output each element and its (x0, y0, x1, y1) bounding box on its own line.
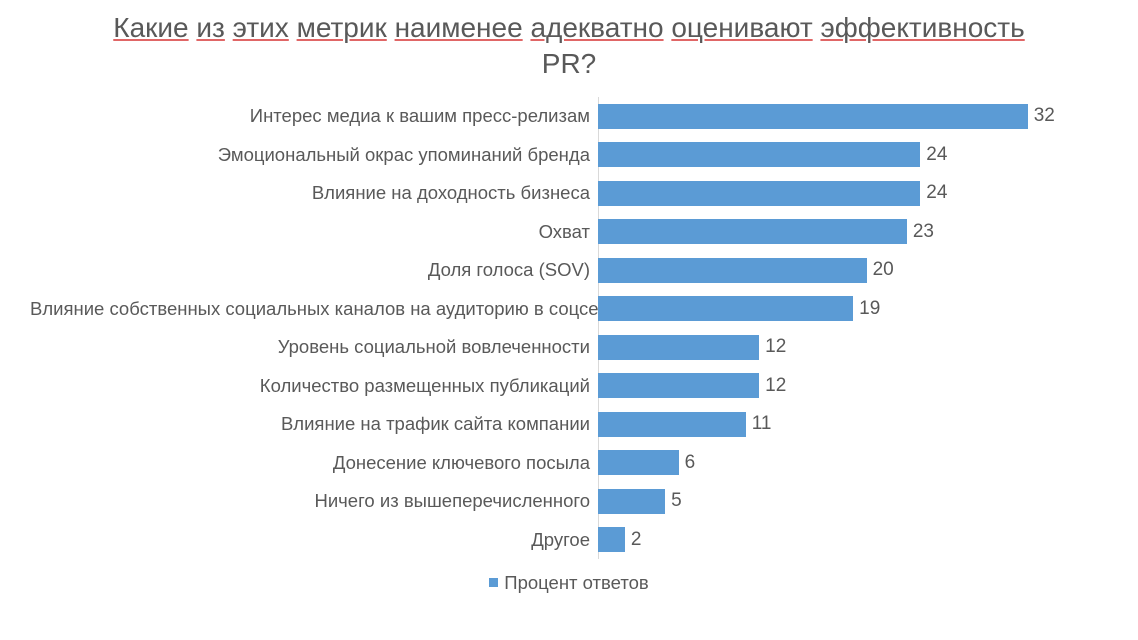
category-label: Влияние на доходность бизнеса (30, 182, 598, 204)
value-label: 19 (859, 298, 880, 320)
bar-zone: 20 (598, 251, 1108, 290)
category-label: Влияние собственных социальных каналов н… (30, 298, 598, 320)
value-label: 24 (926, 144, 947, 166)
chart-container: Какие из этих метрик наименее адекватно … (0, 0, 1138, 640)
bar-row: Уровень социальной вовлеченности 12 (30, 328, 1108, 367)
category-label: Интерес медиа к вашим пресс-релизам (30, 105, 598, 127)
bar-row: Донесение ключевого посыла 6 (30, 443, 1108, 482)
bar-zone: 11 (598, 405, 1108, 444)
bar-zone: 24 (598, 135, 1108, 174)
bar (598, 219, 907, 244)
category-label: Охват (30, 221, 598, 243)
bars-container: Интерес медиа к вашим пресс-релизам 32 Эмо… (30, 97, 1108, 559)
value-label: 24 (926, 182, 947, 204)
bar-row: Влияние собственных социальных каналов н… (30, 289, 1108, 328)
bar-row: Другое 2 (30, 520, 1108, 559)
bar (598, 258, 867, 283)
bar-row: Эмоциональный окрас упоминаний бренда 24 (30, 135, 1108, 174)
bar-zone: 6 (598, 443, 1108, 482)
bar (598, 373, 759, 398)
bar-zone: 24 (598, 174, 1108, 213)
bar-row: Охват 23 (30, 212, 1108, 251)
bar (598, 527, 625, 552)
bar (598, 450, 679, 475)
category-label: Ничего из вышеперечисленного (30, 490, 598, 512)
value-label: 23 (913, 221, 934, 243)
bar-zone: 12 (598, 328, 1108, 367)
bar-zone: 2 (598, 520, 1108, 559)
bar-row: Интерес медиа к вашим пресс-релизам 32 (30, 97, 1108, 136)
category-label: Донесение ключевого посыла (30, 452, 598, 474)
bar-zone: 12 (598, 366, 1108, 405)
bar-row: Количество размещенных публикаций 12 (30, 366, 1108, 405)
bar-zone: 19 (598, 289, 1108, 328)
value-label: 11 (752, 413, 772, 435)
bar-row: Влияние на доходность бизнеса 24 (30, 174, 1108, 213)
bar (598, 296, 853, 321)
bar-zone: 32 (598, 97, 1108, 136)
bar (598, 104, 1028, 129)
category-label: Влияние на трафик сайта компании (30, 413, 598, 435)
legend-label: Процент ответов (504, 572, 648, 593)
value-label: 5 (671, 490, 682, 512)
bar (598, 412, 746, 437)
bar-zone: 5 (598, 482, 1108, 521)
bar-zone: 23 (598, 212, 1108, 251)
legend-swatch (489, 578, 498, 587)
category-label: Количество размещенных публикаций (30, 375, 598, 397)
value-label: 20 (873, 259, 894, 281)
value-label: 12 (765, 375, 786, 397)
value-label: 12 (765, 336, 786, 358)
bar (598, 142, 920, 167)
bar (598, 335, 759, 360)
bar-row: Доля голоса (SOV) 20 (30, 251, 1108, 290)
bar-row: Ничего из вышеперечисленного 5 (30, 482, 1108, 521)
chart-title: Какие из этих метрик наименее адекватно … (30, 10, 1108, 97)
category-label: Уровень социальной вовлеченности (30, 336, 598, 358)
legend: Процент ответов (30, 571, 1108, 594)
bar (598, 181, 920, 206)
category-label: Другое (30, 529, 598, 551)
category-label: Эмоциональный окрас упоминаний бренда (30, 144, 598, 166)
value-label: 2 (631, 529, 642, 551)
plot-area: Интерес медиа к вашим пресс-релизам 32 Эмо… (30, 97, 1108, 559)
value-label: 6 (685, 452, 696, 474)
bar-row: Влияние на трафик сайта компании 11 (30, 405, 1108, 444)
bar (598, 489, 665, 514)
value-label: 32 (1034, 105, 1055, 127)
category-label: Доля голоса (SOV) (30, 259, 598, 281)
